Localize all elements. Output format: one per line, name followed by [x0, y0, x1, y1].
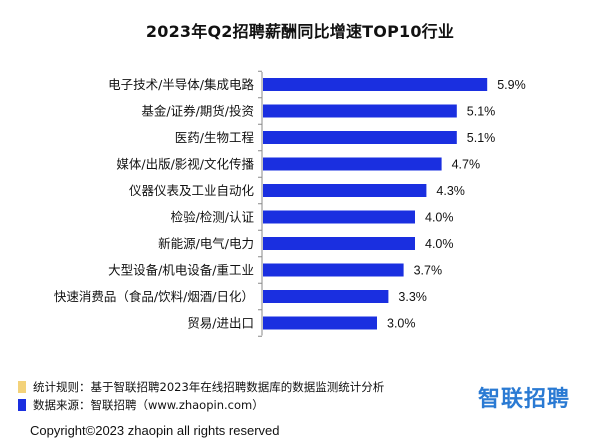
category-label: 基金/证券/期货/投资: [141, 104, 254, 119]
footer-notes: 统计规则：基于智联招聘2023年在线招聘数据库的数据监测统计分析 数据来源：智联…: [18, 378, 384, 414]
zhaopin-logo: 智联招聘: [478, 387, 571, 412]
data-source-note: 数据来源：智联招聘（www.zhaopin.com）: [18, 396, 384, 414]
stat-rule-text: 统计规则：基于智联招聘2023年在线招聘数据库的数据监测统计分析: [33, 380, 385, 394]
category-label: 媒体/出版/影视/文化传播: [116, 157, 254, 172]
value-label: 5.1%: [467, 131, 496, 145]
data-source-text: 数据来源：智联招聘（www.zhaopin.com）: [33, 398, 264, 412]
value-label: 3.3%: [398, 290, 427, 304]
bar: [263, 210, 415, 224]
value-label: 4.0%: [425, 237, 454, 251]
bar: [263, 237, 415, 250]
bar: [263, 316, 377, 330]
category-label: 仪器仪表及工业自动化: [129, 183, 255, 198]
value-label: 4.3%: [436, 184, 465, 198]
bar: [263, 263, 404, 277]
category-label: 电子技术/半导体/集成电路: [108, 77, 254, 92]
value-label: 4.0%: [425, 211, 454, 225]
category-label: 快速消费品（食品/饮料/烟酒/日化）: [54, 289, 254, 304]
category-label: 贸易/进出口: [187, 316, 254, 331]
stat-rule-note: 统计规则：基于智联招聘2023年在线招聘数据库的数据监测统计分析: [18, 378, 384, 396]
value-label: 4.7%: [452, 158, 481, 172]
note-swatch-yellow: [18, 381, 26, 393]
value-label: 3.0%: [387, 317, 416, 331]
category-label: 新能源/电气/电力: [158, 236, 254, 251]
bar: [263, 157, 442, 171]
bar: [263, 131, 457, 144]
bar: [263, 290, 389, 303]
chart-title: 2023年Q2招聘薪酬同比增速TOP10行业: [145, 22, 455, 41]
value-label: 5.1%: [467, 105, 496, 119]
category-label: 大型设备/机电设备/重工业: [108, 263, 254, 278]
value-label: 5.9%: [497, 78, 526, 92]
note-swatch-blue: [18, 399, 26, 411]
value-label: 3.7%: [414, 264, 443, 278]
bar-chart: 电子技术/半导体/集成电路 5.9% 基金/证券/期货/投资 5.1% 医药/生物工程 5…: [54, 70, 526, 337]
copyright-text: Copyright©2023 zhaopin all rights reserv…: [30, 423, 280, 438]
category-label: 检验/检测/认证: [171, 210, 255, 225]
bar: [263, 104, 457, 118]
bar: [263, 78, 488, 91]
bar: [263, 184, 427, 197]
category-label: 医药/生物工程: [175, 130, 255, 145]
